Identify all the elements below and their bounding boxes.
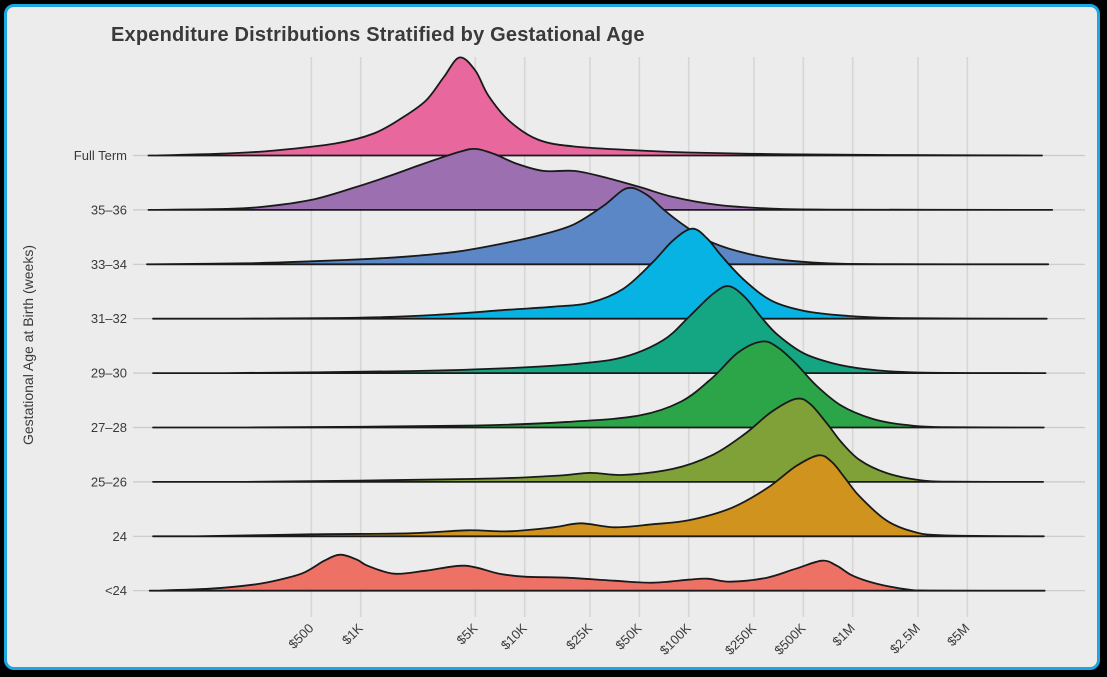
ridge-29-30 xyxy=(152,285,1047,375)
y-tick-label: 24 xyxy=(113,529,127,544)
x-tick-label: $100K xyxy=(657,620,694,657)
x-tick-label: $5M xyxy=(944,621,972,649)
ridge-35-36 xyxy=(147,147,1054,211)
chart-title: Expenditure Distributions Stratified by … xyxy=(111,24,645,46)
y-tick-label: 27–28 xyxy=(91,420,127,435)
ridge-24 xyxy=(152,454,1045,538)
x-tick-label: $5K xyxy=(453,620,480,647)
ridge-31-32 xyxy=(152,227,1048,320)
x-tick-label: $10K xyxy=(498,620,530,652)
x-tick-label: $250K xyxy=(722,620,759,657)
x-tick-label: $1M xyxy=(829,621,857,649)
x-tick-label: $50K xyxy=(612,620,644,652)
ridge-27-28 xyxy=(152,340,1045,429)
x-tick-label: $500 xyxy=(285,621,316,652)
y-tick-label: 33–34 xyxy=(91,257,127,272)
x-tick-label: $25K xyxy=(563,620,595,652)
y-tick-label: 35–36 xyxy=(91,202,127,217)
ridge-33-34 xyxy=(146,186,1050,266)
y-tick-label: <24 xyxy=(105,583,127,598)
y-tick-label: 25–26 xyxy=(91,474,127,489)
x-tick-label: $500K xyxy=(771,620,808,657)
x-tick-label: $2.5M xyxy=(887,621,923,657)
y-tick-label: 31–32 xyxy=(91,311,127,326)
y-tick-label: Full Term xyxy=(74,148,127,163)
ridge-25-26 xyxy=(152,397,1045,483)
y-tick-label: 29–30 xyxy=(91,366,127,381)
ridge-full-term xyxy=(147,56,1043,157)
y-axis-title: Gestational Age at Birth (weeks) xyxy=(20,245,36,445)
ridge-lt24 xyxy=(148,553,1046,592)
x-tick-label: $1K xyxy=(339,620,366,647)
